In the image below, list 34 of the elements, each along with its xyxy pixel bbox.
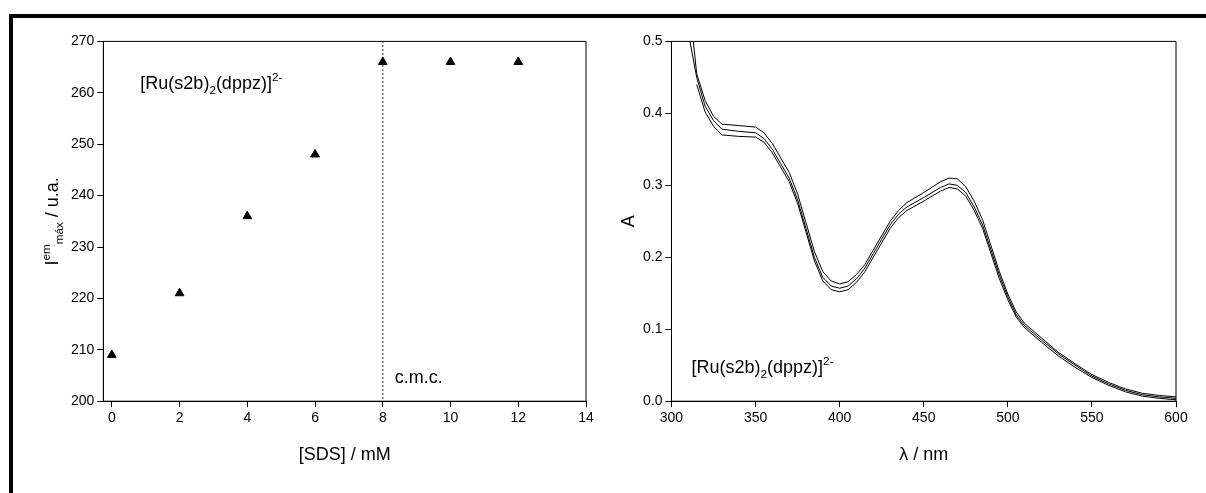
x-tick-label: 6 [311, 409, 320, 426]
y-axis-title: Iemmáx / u.a. [38, 177, 65, 266]
x-axis-title: [SDS] / mM [298, 444, 391, 464]
y-tick-label: 0.0 [642, 392, 663, 409]
y-tick-label: 210 [71, 340, 95, 357]
x-tick-label: 400 [827, 409, 852, 426]
x-tick-label: 0 [107, 409, 116, 426]
x-tick-label: 10 [442, 409, 459, 426]
y-tick-label: 0.1 [642, 320, 663, 337]
x-tick-label: 450 [912, 409, 936, 426]
x-tick-label: 550 [1080, 409, 1104, 426]
ref-line-label: c.m.c. [394, 367, 443, 388]
x-tick-label: 2 [175, 409, 184, 426]
y-tick-label: 0.3 [642, 176, 663, 193]
y-tick-label: 0.5 [642, 32, 663, 49]
x-tick-label: 8 [378, 409, 387, 426]
y-tick-label: 0.2 [642, 248, 663, 265]
x-tick-label: 350 [743, 409, 768, 426]
x-tick-label: 4 [243, 409, 252, 426]
x-tick-label: 600 [1164, 409, 1188, 426]
y-tick-label: 230 [71, 237, 95, 254]
x-tick-label: 12 [510, 409, 527, 426]
y-tick-label: 240 [71, 186, 95, 203]
x-tick-label: 14 [578, 409, 594, 426]
x-tick-label: 500 [996, 409, 1020, 426]
y-tick-label: 0.4 [642, 104, 663, 121]
y-tick-label: 250 [71, 135, 95, 152]
y-tick-label: 200 [71, 392, 95, 409]
y-axis-title: A [618, 215, 638, 228]
x-axis-title: λ / nm [899, 444, 949, 464]
x-tick-label: 300 [659, 409, 684, 426]
y-tick-label: 260 [71, 83, 95, 100]
y-tick-label: 270 [71, 32, 95, 49]
y-tick-label: 220 [71, 289, 95, 306]
